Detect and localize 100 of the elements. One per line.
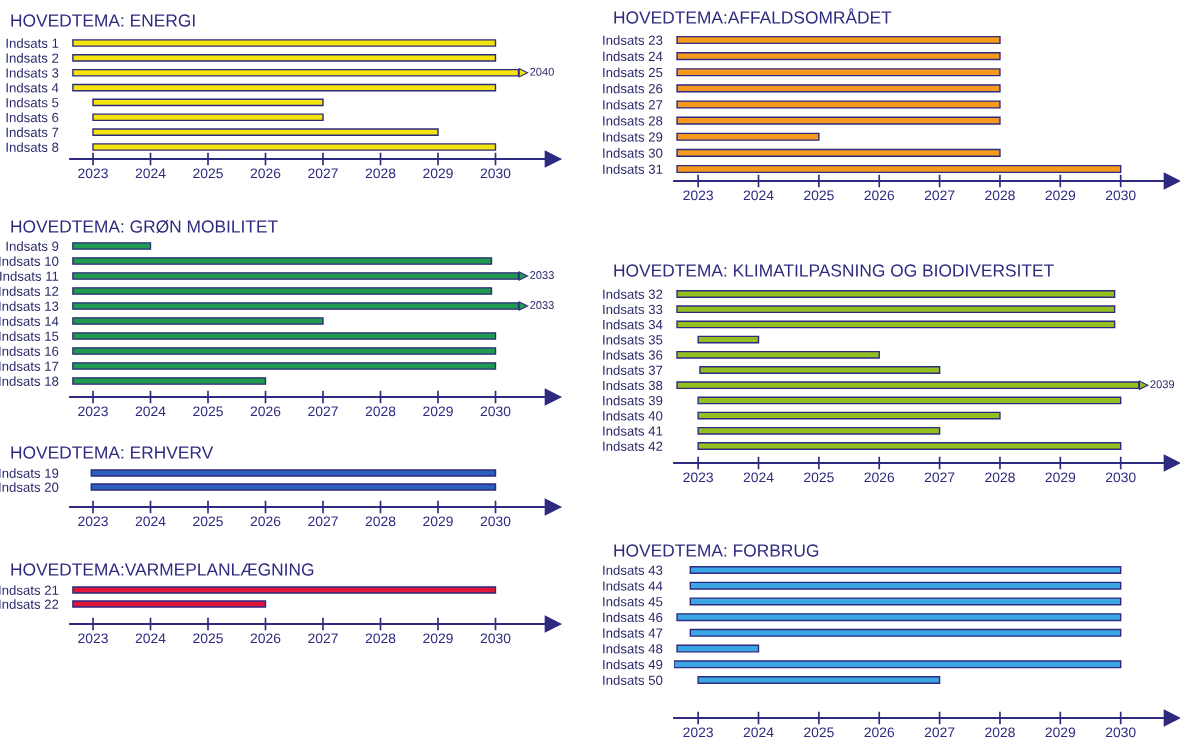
y-tick-label: Indsats 20 <box>0 482 59 492</box>
bar <box>689 628 1122 637</box>
bar <box>92 143 497 151</box>
y-tick-label: Indsats 26 <box>603 83 663 94</box>
y-tick-label: Indsats 6 <box>6 112 59 123</box>
bar <box>72 287 493 295</box>
bar <box>72 257 493 265</box>
x-tick-label: 2029 <box>423 168 453 179</box>
x-tick-label: 2024 <box>135 633 166 644</box>
x-tick-label: 2025 <box>804 727 834 738</box>
bar <box>699 366 941 374</box>
x-tick-label: 2029 <box>1045 472 1076 483</box>
bar <box>72 347 497 355</box>
y-tick-label: Indsats 35 <box>603 334 663 345</box>
bar <box>689 597 1122 606</box>
bar <box>697 396 1122 405</box>
y-tick-label: Indsats 49 <box>603 659 663 670</box>
x-tick-label: 2030 <box>1105 727 1136 738</box>
y-tick-label: Indsats 23 <box>603 35 663 45</box>
y-tick-label: Indsats 34 <box>603 319 663 330</box>
y-tick-label: Indsats 8 <box>6 142 59 152</box>
bar <box>676 644 760 653</box>
y-tick-label: Indsats 27 <box>603 99 663 110</box>
x-tick-label: 2028 <box>365 516 396 527</box>
x-tick-label: 2024 <box>135 406 166 417</box>
x-tick-label: 2023 <box>78 406 108 417</box>
x-tick-label: 2027 <box>308 168 338 179</box>
bar <box>72 242 152 250</box>
annotation: 2033 <box>530 271 554 279</box>
y-tick-label: Indsats 22 <box>0 599 59 609</box>
y-tick-label: Indsats 48 <box>603 643 663 654</box>
bar <box>676 290 1116 298</box>
y-tick-label: Indsats 13 <box>0 301 59 311</box>
x-tick-label: 2026 <box>250 516 281 527</box>
y-tick-label: Indsats 36 <box>603 350 663 360</box>
x-tick-label: 2023 <box>683 727 713 738</box>
x-tick-label: 2028 <box>985 472 1015 483</box>
x-tick-label: 2030 <box>1105 472 1136 483</box>
bar <box>697 426 941 435</box>
y-tick-label: Indsats 37 <box>603 365 663 375</box>
annotation: 2033 <box>530 301 554 309</box>
x-tick-label: 2028 <box>985 727 1015 738</box>
y-tick-label: Indsats 45 <box>603 596 663 607</box>
x-tick-label: 2029 <box>423 406 453 417</box>
x-tick-label: 2024 <box>743 727 774 738</box>
x-tick-label: 2027 <box>924 190 955 201</box>
bar <box>676 148 1001 157</box>
x-tick-label: 2025 <box>193 516 223 527</box>
chart-title: HOVEDTEMA:AFFALDSOMRÅDET <box>614 8 892 24</box>
bar <box>676 84 1001 93</box>
y-tick-label: Indsats 1 <box>6 38 59 48</box>
y-tick-label: Indsats 46 <box>603 612 663 623</box>
y-tick-label: Indsats 31 <box>603 164 663 174</box>
bar <box>689 581 1122 590</box>
bar <box>72 332 497 340</box>
bar <box>697 442 1122 450</box>
y-tick-label: Indsats 21 <box>0 585 59 595</box>
bar <box>697 676 941 684</box>
chart-title: HOVEDTEMA: KLIMATILPASNING OG BIODIVERSITET <box>614 264 1054 277</box>
x-tick-label: 2025 <box>804 190 834 201</box>
x-tick-label: 2027 <box>308 633 338 644</box>
y-tick-label: Indsats 33 <box>603 304 663 315</box>
x-tick-label: 2026 <box>864 472 895 483</box>
y-tick-label: Indsats 47 <box>603 628 663 638</box>
x-tick-label: 2026 <box>864 190 895 201</box>
x-tick-label: 2025 <box>193 406 223 417</box>
chart-title: HOVEDTEMA: ERHVERV <box>11 446 214 459</box>
x-tick-label: 2025 <box>804 472 834 483</box>
x-tick-label: 2028 <box>365 168 396 179</box>
bar <box>72 317 324 325</box>
x-tick-label: 2027 <box>924 727 955 738</box>
x-tick-label: 2024 <box>135 516 166 527</box>
x-tick-label: 2030 <box>480 633 511 644</box>
x-tick-label: 2026 <box>250 168 281 179</box>
chart-title: HOVEDTEMA:VARMEPLANLÆGNING <box>11 563 314 576</box>
y-tick-label: Indsats 16 <box>0 346 59 356</box>
y-tick-label: Indsats 15 <box>0 331 59 341</box>
x-tick-label: 2023 <box>78 168 108 179</box>
x-tick-label: 2027 <box>924 472 955 483</box>
chart-title: HOVEDTEMA: GRØN MOBILITET <box>11 220 278 233</box>
y-tick-label: Indsats 17 <box>0 361 59 371</box>
annotation: 2040 <box>530 67 554 76</box>
y-tick-label: Indsats 3 <box>6 67 59 78</box>
x-tick-label: 2030 <box>480 406 511 417</box>
y-tick-label: Indsats 2 <box>6 53 59 63</box>
x-tick-label: 2028 <box>365 633 396 644</box>
y-tick-label: Indsats 9 <box>6 241 59 251</box>
y-tick-label: Indsats 7 <box>6 127 59 138</box>
bar <box>72 362 497 370</box>
bar <box>697 335 760 344</box>
bar <box>676 68 1001 77</box>
bar <box>676 164 1122 174</box>
bar <box>674 660 1122 669</box>
y-tick-label: Indsats 4 <box>6 82 59 93</box>
y-tick-label: Indsats 18 <box>0 376 59 386</box>
x-tick-label: 2025 <box>193 633 223 644</box>
x-tick-label: 2026 <box>250 633 281 644</box>
y-tick-label: Indsats 30 <box>603 148 663 158</box>
bar <box>72 377 267 385</box>
bar <box>72 39 497 47</box>
